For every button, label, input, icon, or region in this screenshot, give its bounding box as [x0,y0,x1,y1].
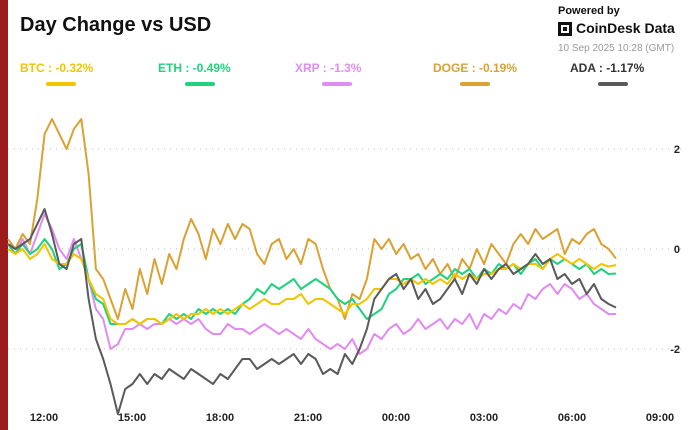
x-tick-label: 09:00 [646,412,674,424]
x-tick-label: 18:00 [206,412,234,424]
x-axis-ticks: 12:00 15:00 18:00 21:00 00:00 03:00 06:00 09:00 [30,412,674,424]
x-tick-label: 00:00 [382,412,410,424]
legend-swatch-eth [185,82,215,86]
legend-swatch-ada [598,82,628,86]
series-line-doge [7,118,617,320]
legend-swatch-btc [46,82,76,86]
x-tick-label: 06:00 [558,412,586,424]
x-tick-label: 03:00 [470,412,498,424]
coindesk-logo-icon [558,22,572,36]
chart-title: Day Change vs USD [20,14,212,36]
y-tick-label: 2 [674,144,680,156]
x-tick-label: 21:00 [294,412,322,424]
legend-label-btc: BTC : -0.32% [20,61,94,75]
series-line-xrp [7,213,616,355]
powered-by-label: Powered by [558,5,620,17]
legend-label-ada: ADA : -1.17% [570,61,645,75]
brand-name: CoinDesk Data [576,20,675,36]
legend-swatch-xrp [322,82,352,86]
y-tick-label: 0 [674,244,680,256]
x-tick-label: 15:00 [118,412,146,424]
y-tick-label: -2 [670,344,680,356]
y-axis-ticks: 2 0 -2 [670,144,680,356]
legend-label-xrp: XRP : -1.3% [295,61,362,75]
legend-label-eth: ETH : -0.49% [158,61,231,75]
timestamp: 10 Sep 2025 10:28 (GMT) [558,43,675,54]
series-line-eth [7,238,617,325]
series-line-btc [7,243,617,325]
legend-label-doge: DOGE : -0.19% [433,61,518,75]
series-line-ada [7,208,617,415]
legend-swatch-doge [460,82,490,86]
x-tick-label: 12:00 [30,412,58,424]
series-lines [7,118,617,415]
accent-bar [0,0,8,430]
